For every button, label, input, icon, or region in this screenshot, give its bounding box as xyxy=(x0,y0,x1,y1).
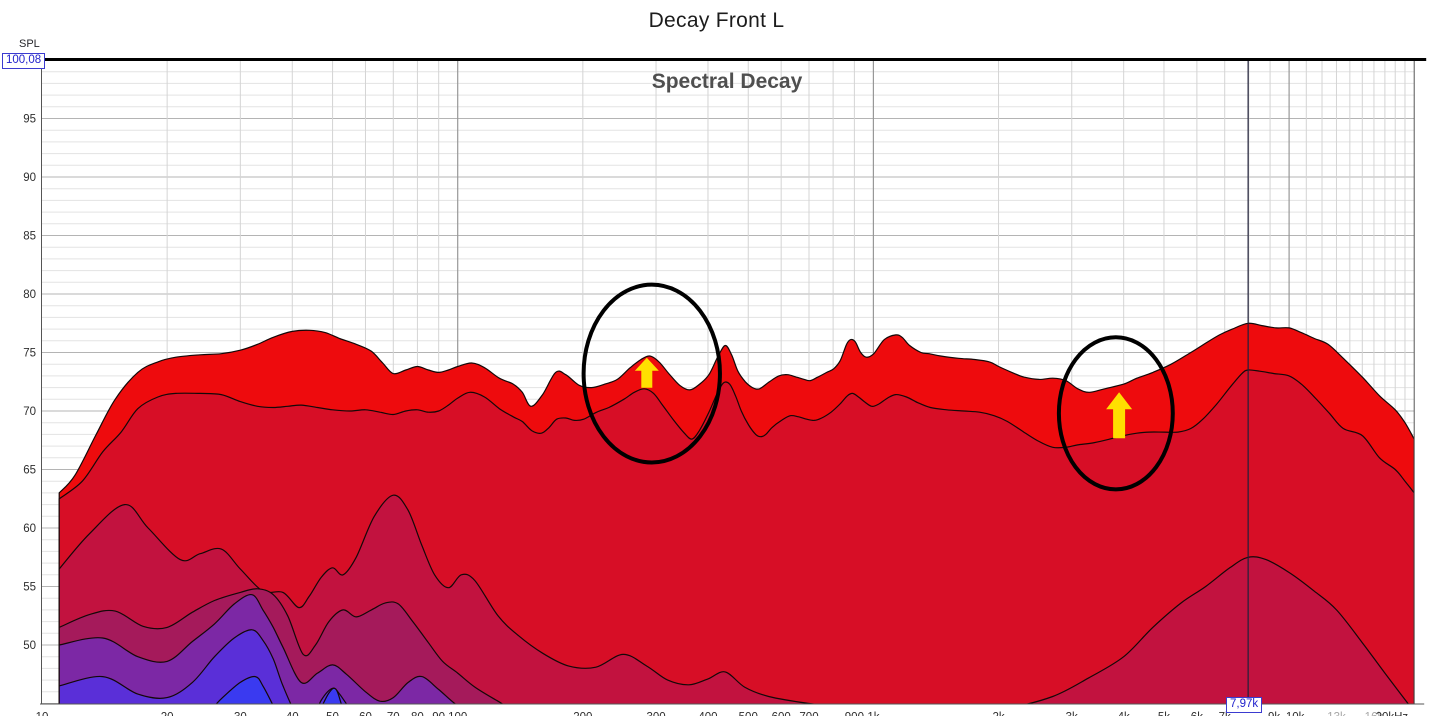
x-tick-label: 300 xyxy=(646,712,665,716)
x-tick-label: 90 xyxy=(432,712,445,716)
chart-title: Decay Front L xyxy=(648,9,785,32)
x-tick-label: 30 xyxy=(234,712,247,716)
x-tick-label: 70 xyxy=(387,712,400,716)
up-arrow-4khz xyxy=(1106,392,1133,439)
plot-inner-title: Spectral Decay xyxy=(651,70,803,93)
x-tick-label: 7k xyxy=(1219,712,1231,716)
y-tick-label: 60 xyxy=(23,523,36,535)
x-tick-label: 6k xyxy=(1191,712,1203,716)
x-tick-label: 700 xyxy=(799,712,818,716)
decay-slices xyxy=(58,322,1415,704)
y-tick-label: 90 xyxy=(23,172,36,184)
x-tick-label: 2k xyxy=(992,712,1004,716)
decay-slice-7 xyxy=(215,675,342,704)
y-tick-label: 75 xyxy=(23,348,36,360)
y-tick-label: 50 xyxy=(23,640,36,652)
x-tick-label: 600 xyxy=(772,712,791,716)
x-tick-label: 20kHz xyxy=(1376,712,1409,716)
spl-axis-label: SPL xyxy=(19,38,40,50)
decay-slice-6 xyxy=(58,629,348,704)
x-tick-label: 40 xyxy=(286,712,299,716)
x-tick-label: 60 xyxy=(359,712,372,716)
x-tick-label: 900 xyxy=(845,712,864,716)
highlight-ellipse-300hz xyxy=(581,282,722,465)
x-tick-label: 9k xyxy=(1268,712,1280,716)
spl-cursor-readout: 100,08 xyxy=(2,53,46,69)
x-tick-label: 5k xyxy=(1158,712,1170,716)
y-tick-label: 85 xyxy=(23,231,36,243)
x-tick-label: 50 xyxy=(326,712,339,716)
x-tick-label: 4k xyxy=(1118,712,1130,716)
up-arrow-300hz xyxy=(634,357,659,388)
y-tick-label: 80 xyxy=(23,289,36,301)
x-tick-label-muted: 16k xyxy=(1365,712,1384,716)
y-tick-label: 55 xyxy=(23,582,36,594)
highlight-ellipse-4khz xyxy=(1056,335,1175,492)
x-tick-label: 100 xyxy=(448,712,467,716)
x-tick-label: 10 xyxy=(36,712,49,716)
y-tick-label: 70 xyxy=(23,406,36,418)
freq-cursor-readout: 7,97k xyxy=(1226,697,1263,713)
x-tick-label: 400 xyxy=(698,712,717,716)
y-tick-label: 65 xyxy=(23,465,36,477)
x-tick-label: 20 xyxy=(161,712,174,716)
x-tick-label: 1k xyxy=(867,712,879,716)
x-tick-label-muted: 13k xyxy=(1327,712,1346,716)
x-tick-label: 80 xyxy=(411,712,424,716)
x-tick-label: 500 xyxy=(739,712,758,716)
x-tick-label: 3k xyxy=(1066,712,1078,716)
x-tick-label: 10k xyxy=(1286,712,1305,716)
x-tick-label: 200 xyxy=(573,712,592,716)
y-tick-label: 95 xyxy=(23,114,36,126)
